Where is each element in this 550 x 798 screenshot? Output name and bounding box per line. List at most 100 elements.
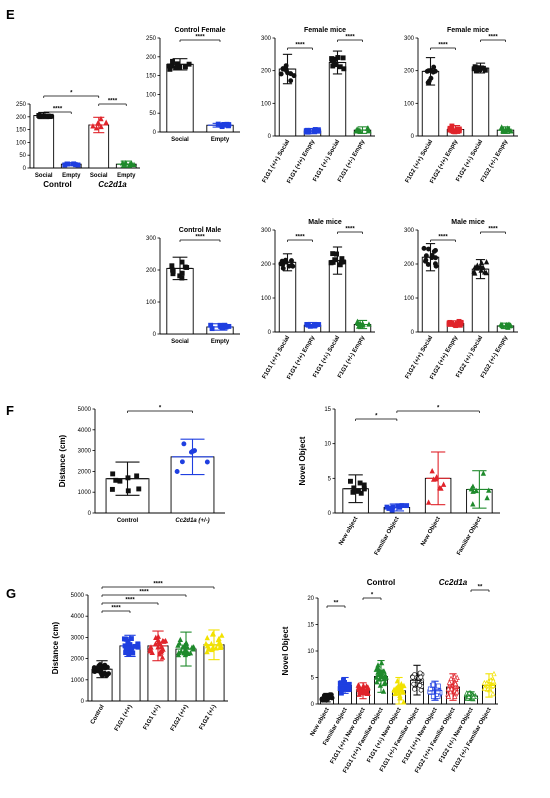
data-point: [452, 680, 459, 687]
data-point: [178, 648, 184, 654]
data-point: [339, 681, 345, 687]
data-point: [431, 64, 437, 70]
x-tick-label: F1G2 (+/+) Social: [405, 335, 435, 380]
data-point: [161, 638, 167, 644]
data-point: [278, 71, 284, 77]
data-point: [483, 259, 490, 265]
sig-label: ****: [111, 606, 121, 612]
data-point: [340, 55, 346, 61]
data-point: [454, 689, 460, 695]
y-tick-label: 100: [261, 296, 272, 302]
sig-label: **: [478, 585, 483, 591]
data-point: [313, 322, 319, 328]
data-point: [216, 635, 222, 642]
x-tick-label: F1G2 (+/-): [199, 704, 218, 731]
data-point: [412, 686, 418, 692]
y-tick-label: 0: [268, 330, 272, 336]
sig-label: *: [159, 406, 162, 412]
data-point: [185, 650, 191, 657]
data-point: [378, 659, 385, 666]
data-point: [345, 687, 351, 693]
data-point: [374, 679, 380, 685]
data-point: [125, 488, 131, 494]
y-axis-label: Distance (cm): [58, 434, 67, 487]
data-point: [508, 128, 514, 134]
x-tick-label: F1G1 (+/+) Empty: [286, 334, 316, 380]
y-tick-label: 50: [149, 111, 156, 117]
data-point: [176, 640, 183, 646]
data-point: [123, 650, 129, 656]
data-point: [482, 67, 488, 73]
data-point: [213, 645, 219, 651]
x-tick-label: Social: [90, 173, 108, 179]
y-tick-label: 0: [88, 511, 92, 517]
data-point: [169, 263, 175, 269]
y-axis-label: Novel Object: [281, 626, 290, 675]
data-point: [376, 667, 382, 674]
data-point: [204, 648, 210, 655]
data-point: [490, 677, 496, 684]
y-tick-label: 200: [404, 69, 415, 75]
y-tick-label: 0: [411, 134, 415, 140]
y-tick-label: 5: [328, 476, 332, 482]
data-point: [473, 487, 479, 494]
x-tick-label: F1G2 (+/-) New Object: [438, 707, 474, 764]
y-axis-label: Novel Object: [298, 436, 307, 485]
panel-label-e: E: [6, 7, 15, 22]
x-tick-label: Control: [90, 704, 106, 726]
x-tick-label: F1G1 (+/-) Social: [312, 139, 341, 183]
data-point: [356, 691, 362, 697]
x-tick-label: F1G1 (+/+): [114, 704, 134, 732]
data-point: [290, 263, 296, 269]
bar: [471, 67, 490, 137]
sig-label: ****: [345, 35, 355, 41]
y-tick-label: 0: [81, 699, 85, 705]
x-tick-label: F1G2 (+/-) Social: [455, 139, 484, 183]
chart-title: Female mice: [304, 27, 346, 34]
data-point: [329, 56, 335, 62]
data-point: [170, 268, 176, 274]
data-point: [106, 671, 112, 677]
data-point: [431, 248, 437, 254]
data-point: [179, 459, 185, 465]
data-point: [417, 683, 423, 688]
chart-f_novel: 0 5 10 15 Novel Object New object Familiar Obj…: [298, 406, 500, 557]
data-point: [382, 680, 389, 686]
x-tick-label: Empty: [62, 173, 81, 179]
data-point: [363, 683, 370, 689]
sig-label: ****: [438, 235, 448, 241]
y-tick-label: 100: [146, 300, 157, 306]
x-tick-label: F1G2 (+/+): [170, 704, 190, 732]
data-point: [175, 651, 182, 658]
data-point: [447, 688, 454, 695]
data-point: [422, 258, 428, 264]
data-point: [482, 685, 488, 691]
data-point: [481, 679, 488, 686]
sig-label: ****: [53, 107, 63, 113]
y-tick-label: 5: [311, 676, 315, 682]
data-point: [435, 689, 441, 695]
y-tick-label: 0: [328, 511, 332, 517]
data-point: [334, 251, 339, 257]
data-point: [417, 670, 423, 676]
sig-label: ****: [139, 590, 149, 596]
x-tick-label: F1G1 (+/+) New Object: [330, 707, 367, 765]
data-point: [90, 123, 96, 129]
x-tick-label: F1G1 (+/-) Social: [312, 335, 341, 379]
data-point: [410, 674, 416, 680]
x-tick-label: F1G2 (+/+) Social: [405, 139, 435, 184]
y-tick-label: 300: [146, 236, 157, 242]
bar: [166, 63, 194, 133]
data-point: [364, 690, 371, 696]
x-tick-label: F1G2 (+/+) Empty: [429, 334, 459, 380]
x-tick-label: F1G2 (+/+) Empty: [429, 138, 459, 184]
chart-title: Female mice: [447, 27, 489, 34]
data-point: [75, 162, 81, 168]
y-tick-label: 100: [404, 101, 415, 107]
sig-label: ****: [295, 43, 305, 49]
y-tick-label: 300: [261, 36, 272, 42]
y-tick-label: 1000: [78, 490, 92, 496]
